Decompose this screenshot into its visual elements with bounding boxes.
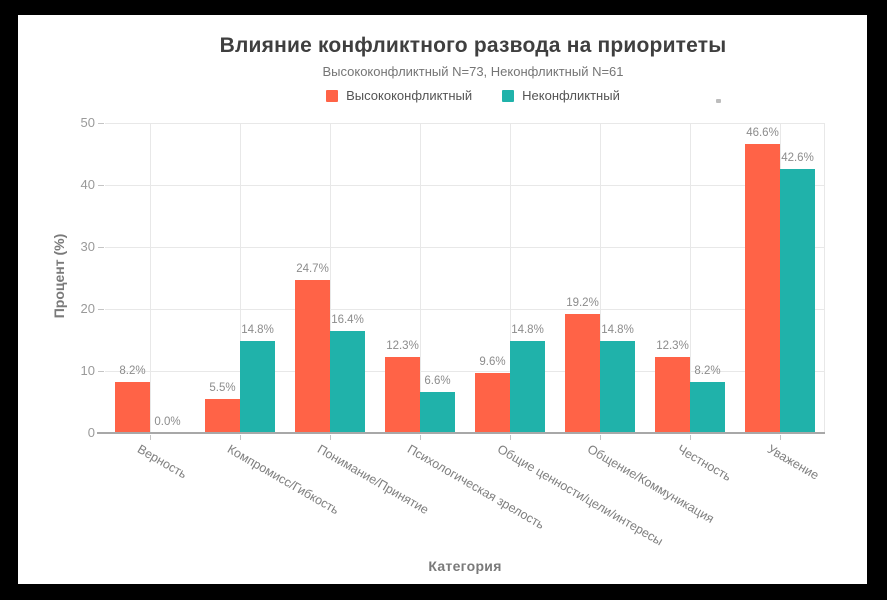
x-gridline	[149, 123, 151, 433]
x-tick-label: Уважение	[765, 442, 822, 483]
legend-label-non-conflict: Неконфликтный	[522, 88, 620, 103]
chart-title: Влияние конфликтного развода на приорите…	[219, 34, 727, 57]
chart-frame: Влияние конфликтного развода на приорите…	[18, 15, 867, 584]
bar-value-label: 46.6%	[746, 127, 779, 140]
bar-high-conflict[interactable]	[205, 398, 240, 433]
bar-high-conflict[interactable]	[295, 279, 330, 433]
bar-high-conflict[interactable]	[115, 382, 150, 433]
bar-high-conflict[interactable]	[475, 373, 510, 433]
bar-high-conflict[interactable]	[655, 356, 690, 433]
y-tick-label: 0	[87, 425, 95, 440]
x-tick-label: Общие ценности/цели/интересы	[495, 442, 666, 549]
y-gridline	[105, 184, 825, 186]
x-gridline	[509, 123, 511, 433]
x-tick-mark	[600, 435, 601, 440]
legend-color-swatch-non-conflict-icon	[502, 89, 515, 102]
bar-value-label: 12.3%	[386, 339, 419, 352]
bar-non-conflict[interactable]	[690, 382, 725, 433]
bar-value-label: 0.0%	[154, 416, 181, 428]
x-gridline	[689, 123, 691, 433]
x-tick-mark	[150, 435, 151, 440]
y-gridline	[105, 308, 825, 310]
bar-non-conflict[interactable]	[240, 341, 275, 433]
y-tick-mark	[98, 185, 104, 186]
y-tick-mark	[98, 309, 104, 310]
bar-high-conflict[interactable]	[565, 313, 600, 433]
y-tick-mark	[98, 247, 104, 248]
bar-value-label: 14.8%	[601, 324, 634, 337]
bar-value-label: 19.2%	[566, 296, 599, 309]
bar-non-conflict[interactable]	[600, 341, 635, 433]
plot-right-border	[824, 123, 825, 433]
bar-value-label: 12.3%	[656, 339, 689, 352]
bar-value-label: 24.7%	[296, 262, 329, 275]
chart-subtitle: Высококонфликтный N=73, Неконфликтный N=…	[322, 64, 624, 79]
bar-value-label: 9.6%	[479, 356, 506, 369]
y-tick-mark	[98, 123, 104, 124]
x-tick-mark	[330, 435, 331, 440]
plot-area: Процент (%) Категория 0 10 20 30 40 50 8.2% 5.5…	[51, 115, 825, 574]
x-axis-title: Категория	[428, 558, 502, 574]
x-gridline	[419, 123, 421, 433]
y-tick-label: 30	[80, 239, 95, 254]
y-tick-label: 50	[80, 115, 95, 130]
legend: Высококонфликтный Неконфликтный	[105, 88, 841, 103]
x-gridline	[239, 123, 241, 433]
x-tick-mark	[240, 435, 241, 440]
bar-value-label: 6.6%	[424, 375, 451, 388]
legend-color-swatch-high-conflict-icon	[326, 89, 339, 102]
bar-value-label: 14.8%	[511, 324, 544, 337]
x-tick-mark	[420, 435, 421, 440]
y-tick-label: 40	[80, 177, 95, 192]
y-gridline	[105, 370, 825, 372]
x-tick-label: Честность	[675, 442, 734, 484]
bar-non-conflict[interactable]	[780, 168, 815, 433]
legend-item-high-conflict[interactable]: Высококонфликтный	[326, 88, 472, 103]
y-axis-title: Процент (%)	[51, 233, 67, 319]
bar-high-conflict[interactable]	[385, 356, 420, 433]
bar-value-label: 8.2%	[694, 365, 721, 378]
x-tick-mark	[510, 435, 511, 440]
x-tick-label: Верность	[135, 442, 190, 482]
legend-label-high-conflict: Высококонфликтный	[346, 88, 473, 103]
bar-value-label: 5.5%	[209, 381, 236, 394]
bar-high-conflict[interactable]	[745, 144, 780, 433]
x-tick-mark	[780, 435, 781, 440]
y-tick-mark	[98, 371, 104, 372]
x-gridline	[599, 123, 601, 433]
y-tick-label: 20	[80, 301, 95, 316]
modebar-dot	[716, 99, 721, 103]
bar-value-label: 14.8%	[241, 324, 274, 337]
x-gridline	[329, 123, 331, 433]
bar-value-label: 42.6%	[781, 151, 814, 164]
bar-non-conflict[interactable]	[330, 331, 365, 433]
y-tick-label: 10	[80, 363, 95, 378]
x-axis-line	[97, 432, 825, 434]
bar-non-conflict[interactable]	[510, 341, 545, 433]
bar-value-label: 8.2%	[119, 365, 146, 378]
bar-value-label: 16.4%	[331, 314, 364, 327]
legend-item-non-conflict[interactable]: Неконфликтный	[502, 88, 620, 103]
x-tick-mark	[690, 435, 691, 440]
bar-non-conflict[interactable]	[420, 392, 455, 433]
y-gridline	[105, 122, 825, 124]
y-gridline	[105, 246, 825, 248]
